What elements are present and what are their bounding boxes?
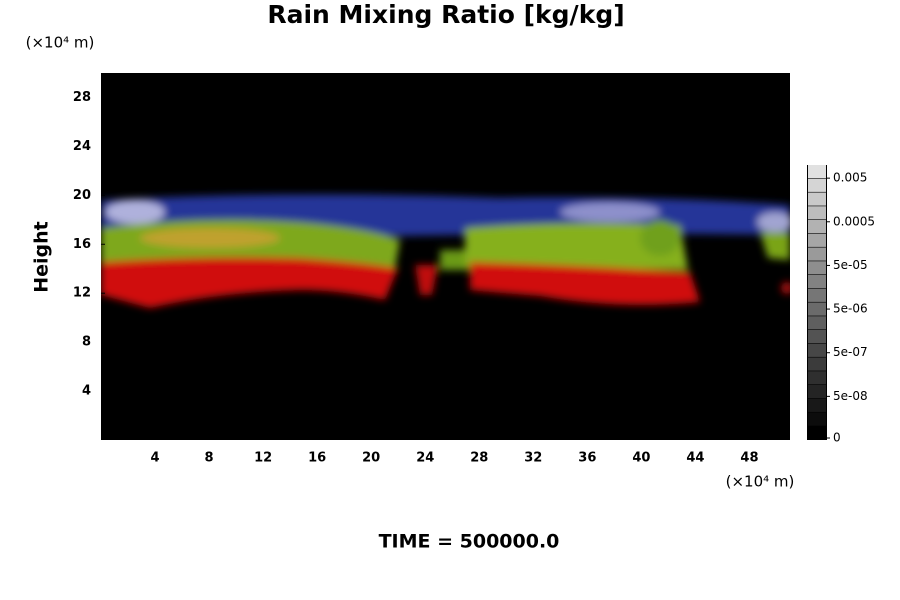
x-tick-label: 48 xyxy=(740,451,758,466)
colorbar xyxy=(808,165,826,440)
colorbar-segment xyxy=(808,302,826,316)
y-tick-label: 28 xyxy=(73,90,91,105)
colorbar-tick-label: 0 xyxy=(833,431,841,445)
colorbar-segment xyxy=(808,385,826,399)
x-tick-label: 32 xyxy=(524,451,542,466)
x-tick-label: 40 xyxy=(632,451,650,466)
colorbar-tick-label: 5e-05 xyxy=(833,258,868,272)
colorbar-tick-label: 5e-07 xyxy=(833,345,868,359)
y-unit: (×10⁴ m) xyxy=(26,34,95,52)
colorbar-segment xyxy=(808,261,826,275)
x-tick-label: 8 xyxy=(205,451,214,466)
x-tick-label: 44 xyxy=(686,451,704,466)
colorbar-segment xyxy=(808,206,826,220)
colorbar-segment xyxy=(808,247,826,261)
colorbar-segment xyxy=(808,343,826,357)
colorbar-segment xyxy=(808,233,826,247)
colorbar-segment xyxy=(808,165,826,179)
x-tick-label: 28 xyxy=(470,451,488,466)
x-tick-label: 36 xyxy=(578,451,596,466)
colorbar-segment xyxy=(808,371,826,385)
y-axis-label: Height xyxy=(31,221,53,293)
colorbar-tick-label: 5e-06 xyxy=(833,302,868,316)
x-tick-label: 20 xyxy=(362,451,380,466)
chart-title: Rain Mixing Ratio [kg/kg] xyxy=(267,0,624,29)
y-tick-label: 4 xyxy=(82,384,91,399)
colorbar-tick-label: 0.0005 xyxy=(833,214,875,228)
x-tick-label: 24 xyxy=(416,451,434,466)
colorbar-segment xyxy=(808,178,826,192)
y-tick-label: 24 xyxy=(73,139,91,154)
colorbar-segment xyxy=(808,426,826,440)
y-tick-label: 12 xyxy=(73,286,91,301)
y-tick-label: 16 xyxy=(73,237,91,252)
colorbar-segment xyxy=(808,412,826,426)
x-tick-label: 4 xyxy=(151,451,160,466)
colorbar-segment xyxy=(808,357,826,371)
y-tick-label: 20 xyxy=(73,188,91,203)
x-tick-label: 16 xyxy=(308,451,326,466)
colorbar-segment xyxy=(808,316,826,330)
x-unit: (×10⁴ m) xyxy=(726,473,795,491)
time-label: TIME = 500000.0 xyxy=(379,531,560,553)
colorbar-segment xyxy=(808,192,826,206)
colorbar-segment xyxy=(808,288,826,302)
y-tick-label: 8 xyxy=(82,335,91,350)
colorbar-segment xyxy=(808,220,826,234)
colorbar-segment xyxy=(808,330,826,344)
colorbar-segment xyxy=(808,275,826,289)
colorbar-tick-label: 5e-08 xyxy=(833,389,868,403)
colorbar-segment xyxy=(808,398,826,412)
colorbar-tick-label: 0.005 xyxy=(833,171,867,185)
field-shapes xyxy=(101,194,790,308)
x-tick-label: 12 xyxy=(254,451,272,466)
field xyxy=(101,194,790,308)
